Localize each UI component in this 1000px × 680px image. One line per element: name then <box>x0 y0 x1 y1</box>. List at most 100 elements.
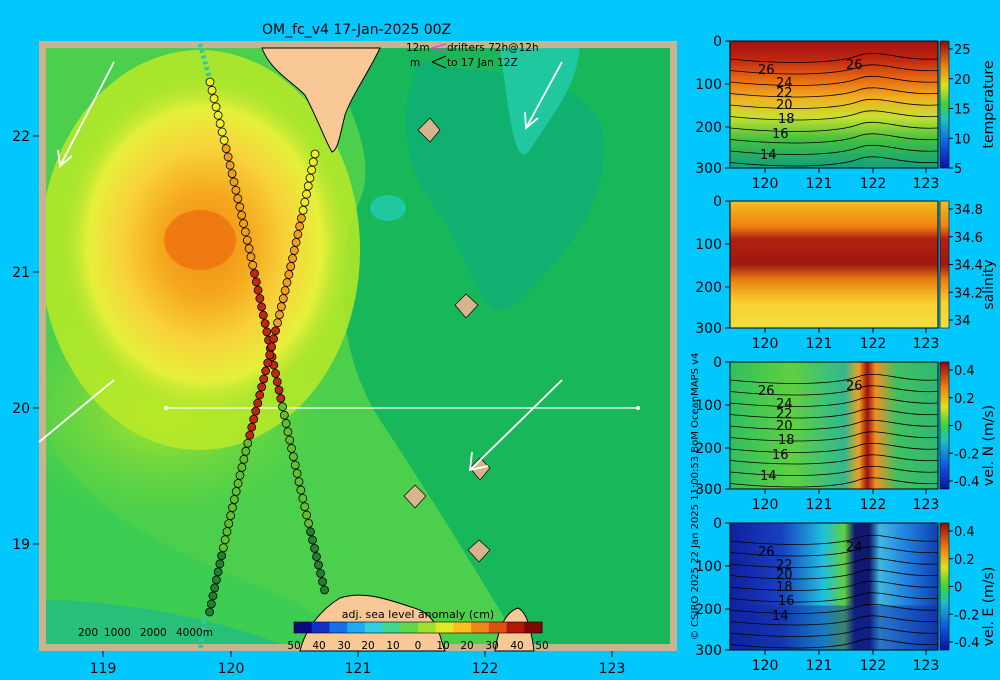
svg-text:30: 30 <box>485 640 498 652</box>
drifter-point <box>219 135 229 145</box>
drifter-point <box>298 493 308 503</box>
depth-tick: 100 <box>695 559 722 575</box>
contour-label: 20 <box>776 98 793 113</box>
colorbar-tick: 0.4 <box>954 525 975 540</box>
lat-tick-21: 21 <box>12 265 30 281</box>
contour-label: 24 <box>776 397 793 412</box>
drifter-legend-left-2: m <box>410 57 420 69</box>
svg-text:40: 40 <box>510 640 523 652</box>
contour-label: 14 <box>760 469 777 484</box>
lon-tick: 120 <box>752 497 779 513</box>
drifter-point <box>278 294 288 304</box>
colorbar-tick: 0.4 <box>954 364 975 379</box>
depth-tick: 200 <box>695 602 722 618</box>
colorbar-tick: -0.4 <box>954 636 979 651</box>
drifter-point <box>294 477 304 487</box>
lat-tick-22: 22 <box>12 129 30 145</box>
drifter-point <box>292 469 302 478</box>
colorbar-tick: 34.6 <box>954 231 983 246</box>
drifter-point <box>250 269 259 278</box>
svg-text:50: 50 <box>535 640 548 652</box>
drifter-point <box>274 385 284 395</box>
svg-text:10: 10 <box>386 640 399 652</box>
drifter-point <box>287 444 296 453</box>
drifter-point <box>209 94 219 104</box>
drifter-point <box>258 310 268 320</box>
section-panel-1: 0 100 200 300 120 121 122 123 34.8 34.6 34.4 34.2 34… <box>695 194 997 352</box>
contour-label: 26 <box>846 379 863 394</box>
colorbar-tick: 15 <box>954 103 971 118</box>
drifter-point <box>244 244 254 253</box>
drifter-point <box>243 438 253 448</box>
svg-text:10: 10 <box>436 640 449 652</box>
contour-label: 24 <box>846 540 863 555</box>
drifter-point <box>295 221 305 231</box>
lon-tick-119: 119 <box>90 661 117 677</box>
drifter-point <box>304 518 314 528</box>
depth-tick: 300 <box>695 643 722 659</box>
drifter-point <box>288 254 297 263</box>
credit-text: © CSIRO 2025 22 Jan 2025 11:00:53 BoM Oc… <box>690 353 701 640</box>
depth-tick: 300 <box>695 161 722 177</box>
drifter-point <box>291 237 301 247</box>
contour-label: 24 <box>776 76 793 91</box>
colorbar-tick: 0 <box>954 581 962 596</box>
drifter-point <box>229 177 239 187</box>
drifter-point <box>248 260 258 270</box>
drifter-point <box>267 342 277 352</box>
drifter-point <box>259 374 269 384</box>
panel-colorbar <box>939 200 950 329</box>
drifter-point <box>228 503 237 512</box>
contour-label: 20 <box>776 419 793 434</box>
lon-tick: 122 <box>860 176 887 192</box>
drifter-point <box>251 277 261 287</box>
lon-tick: 121 <box>806 336 833 352</box>
svg-text:200: 200 <box>78 627 98 639</box>
drifter-point <box>241 446 251 456</box>
lon-tick: 123 <box>913 658 940 674</box>
drifter-point <box>253 398 263 408</box>
lon-tick-123: 123 <box>599 661 626 677</box>
drifter-point <box>226 511 236 520</box>
drifter-point <box>260 319 270 328</box>
drifter-point <box>241 227 250 237</box>
drifter-point <box>237 210 247 220</box>
drifter-point <box>235 202 245 212</box>
drifter-point <box>279 410 289 420</box>
drifter-point <box>293 229 303 239</box>
drifter-point <box>261 366 271 376</box>
depth-tick: 0 <box>713 194 722 210</box>
drifter-point <box>221 144 231 154</box>
map-title: OM_fc_v4 17-Jan-2025 00Z <box>262 22 451 38</box>
panel-variable-label: salinity <box>981 259 997 309</box>
drifter-point <box>255 294 265 303</box>
drifter-point <box>265 350 275 360</box>
drifter-point <box>280 286 290 295</box>
drifter-point <box>217 127 227 137</box>
drifter-point <box>242 235 252 245</box>
drifter-legend-symbol <box>431 43 447 53</box>
drifter-point <box>223 152 233 162</box>
colorbar-tick: 5 <box>954 162 962 177</box>
drifter-point <box>318 577 327 587</box>
drifter-point <box>205 607 214 617</box>
lat-tick-20: 20 <box>12 401 30 417</box>
colorbar-tick: -0.2 <box>954 447 979 462</box>
colorbar-title: adj. sea level anomaly (cm) <box>342 608 494 621</box>
drifter-point <box>308 535 317 545</box>
drifter-point <box>233 479 243 488</box>
drifter-point <box>207 85 217 95</box>
svg-text:4000m: 4000m <box>176 627 213 639</box>
svg-text:20: 20 <box>460 640 473 652</box>
drifter-point <box>271 369 280 378</box>
drifter-point <box>225 160 235 170</box>
depth-tick: 200 <box>695 120 722 136</box>
lon-tick: 122 <box>860 497 887 513</box>
contour-label: 20 <box>776 568 793 583</box>
colorbar-tick: 0.2 <box>954 392 975 407</box>
panel-variable-label: vel. N (m/s) <box>981 405 997 486</box>
